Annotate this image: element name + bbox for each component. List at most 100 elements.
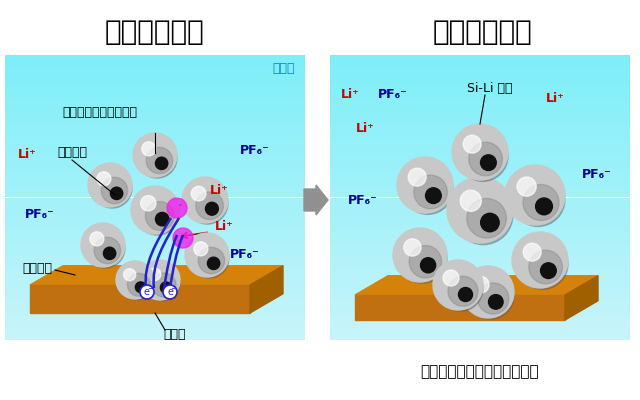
Bar	[330, 260, 630, 266]
Bar	[5, 163, 305, 169]
Circle shape	[420, 258, 436, 273]
Ellipse shape	[198, 247, 225, 274]
Ellipse shape	[187, 183, 228, 224]
Text: PF₆⁻: PF₆⁻	[240, 144, 269, 156]
Ellipse shape	[85, 228, 125, 268]
Bar	[330, 198, 630, 203]
Ellipse shape	[398, 235, 447, 283]
Bar	[330, 89, 630, 95]
Bar	[5, 214, 305, 220]
Bar	[5, 283, 305, 289]
Bar	[5, 203, 305, 209]
Bar	[330, 294, 630, 300]
Bar	[330, 101, 630, 106]
Circle shape	[460, 190, 481, 211]
Bar	[5, 180, 305, 186]
Bar	[5, 243, 305, 249]
Text: 導電助剤: 導電助剤	[22, 262, 52, 274]
Bar	[5, 175, 305, 180]
Bar	[330, 78, 630, 84]
Circle shape	[205, 202, 218, 215]
Text: PF₆⁻: PF₆⁻	[348, 194, 378, 206]
Circle shape	[505, 165, 565, 225]
Ellipse shape	[120, 266, 154, 300]
Bar	[5, 226, 305, 232]
Bar	[330, 283, 630, 289]
Circle shape	[161, 282, 172, 293]
Text: PF₆⁻: PF₆⁻	[230, 248, 260, 262]
Circle shape	[452, 124, 508, 180]
Bar	[5, 198, 305, 203]
Circle shape	[191, 186, 206, 201]
Ellipse shape	[529, 250, 563, 284]
Ellipse shape	[458, 131, 508, 181]
Circle shape	[488, 294, 503, 309]
Bar	[330, 180, 630, 186]
Bar	[330, 254, 630, 260]
Ellipse shape	[138, 138, 177, 178]
Bar	[330, 243, 630, 249]
Circle shape	[462, 266, 514, 318]
Circle shape	[458, 288, 472, 302]
Ellipse shape	[144, 265, 180, 301]
Ellipse shape	[196, 192, 223, 220]
Ellipse shape	[467, 198, 506, 238]
Circle shape	[397, 157, 453, 213]
Circle shape	[517, 177, 536, 196]
Bar	[330, 163, 630, 169]
Text: PF₆⁻: PF₆⁻	[378, 88, 408, 102]
Text: Li⁺: Li⁺	[340, 88, 360, 102]
Ellipse shape	[477, 283, 509, 314]
Bar	[5, 123, 305, 129]
Ellipse shape	[409, 246, 442, 278]
Ellipse shape	[146, 147, 173, 174]
Circle shape	[463, 135, 481, 153]
Bar	[5, 186, 305, 192]
Bar	[330, 192, 630, 198]
Bar	[5, 158, 305, 163]
Circle shape	[163, 285, 177, 299]
Bar	[330, 152, 630, 158]
Ellipse shape	[511, 172, 565, 226]
Circle shape	[90, 232, 104, 246]
Bar	[5, 152, 305, 158]
Polygon shape	[355, 276, 598, 295]
Bar	[330, 249, 630, 254]
Circle shape	[136, 282, 146, 292]
Bar	[5, 312, 305, 317]
Circle shape	[116, 261, 154, 299]
Ellipse shape	[94, 237, 120, 264]
Bar	[330, 106, 630, 112]
Text: 集電体: 集電体	[164, 328, 186, 342]
Text: Si-Li 合金: Si-Li 合金	[467, 82, 513, 94]
Circle shape	[156, 212, 169, 226]
Circle shape	[408, 168, 426, 186]
Text: PF₆⁻: PF₆⁻	[582, 168, 612, 182]
Bar	[5, 192, 305, 198]
Bar	[330, 317, 630, 323]
Bar	[330, 334, 630, 340]
Text: 電解液: 電解液	[273, 62, 295, 74]
Bar	[5, 238, 305, 243]
Bar	[330, 306, 630, 312]
Ellipse shape	[92, 168, 132, 208]
Circle shape	[433, 260, 483, 310]
Bar	[5, 89, 305, 95]
Ellipse shape	[523, 184, 559, 220]
Bar	[5, 289, 305, 294]
Bar	[330, 95, 630, 100]
Polygon shape	[355, 295, 565, 320]
Bar	[5, 106, 305, 112]
Bar	[330, 135, 630, 140]
Bar	[330, 209, 630, 214]
Bar	[330, 232, 630, 237]
FancyArrow shape	[304, 185, 328, 215]
Circle shape	[185, 233, 229, 277]
Circle shape	[182, 177, 228, 223]
Circle shape	[523, 243, 541, 261]
Circle shape	[512, 232, 568, 288]
Text: e: e	[144, 287, 150, 297]
Bar	[5, 72, 305, 78]
Bar	[5, 272, 305, 277]
Circle shape	[142, 142, 156, 156]
